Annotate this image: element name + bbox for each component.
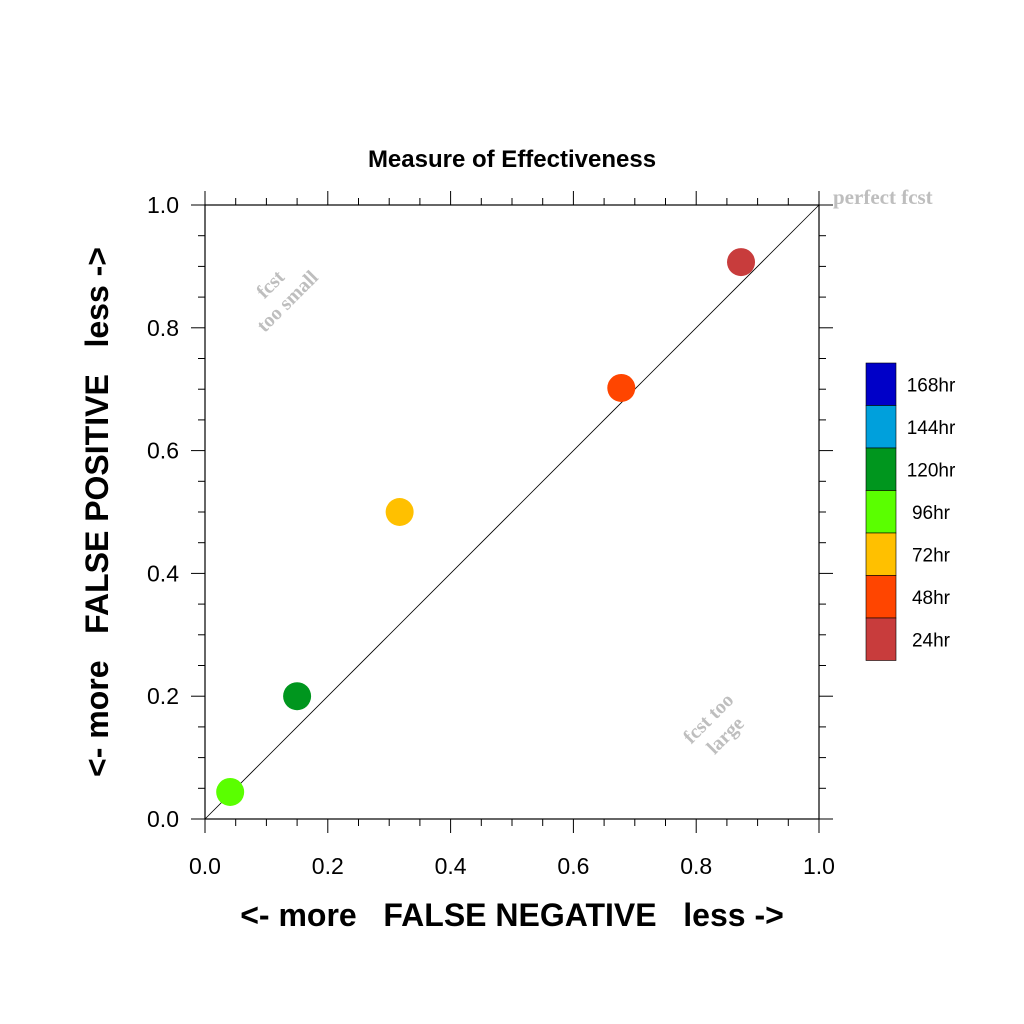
legend-label-144hr: 144hr [907,418,956,439]
perfect-forecast-annotation: perfect fcst [833,185,933,209]
x-tick-label: 1.0 [803,853,835,879]
point-72hr [385,498,414,526]
data-points [216,248,756,806]
legend-label-96hr: 96hr [912,503,951,524]
x-tick-label: 0.0 [189,853,221,879]
legend-swatch-72hr [865,532,897,576]
legend-swatch-24hr [865,617,897,661]
x-tick-label: 0.2 [312,853,344,879]
point-120hr [283,682,312,711]
point-96hr [216,777,245,806]
legend-swatch-168hr [865,362,897,406]
legend: 168hr 144hr 120hr 96hr 72hr 48hr 24hr [865,362,956,661]
x-tick-label: 0.8 [680,853,712,879]
y-tick-label: 1.0 [147,192,179,218]
legend-swatch-96hr [865,490,897,534]
y-tick-label: 0.4 [147,560,179,586]
y-tick-label: 0.2 [147,683,179,709]
too-small-annotation: fcst too small [252,266,323,337]
point-48hr [607,373,636,402]
y-tick-label: 0.0 [147,806,179,832]
y-tick-label: 0.8 [147,315,179,341]
chart-title: Measure of Effectiveness [368,146,656,173]
legend-swatch-48hr [865,575,897,619]
y-tick-labels: 0.0 0.2 0.4 0.6 0.8 1.0 [147,192,179,832]
x-tick-label: 0.4 [435,853,467,879]
x-tick-labels: 0.0 0.2 0.4 0.6 0.8 1.0 [189,853,835,879]
legend-label-168hr: 168hr [907,375,956,396]
too-large-annotation: fcst too large [679,689,749,759]
legend-swatch-144hr [865,405,897,449]
perfect-forecast-line [204,204,820,820]
y-tick-label: 0.6 [147,438,179,464]
legend-swatch-120hr [865,447,897,491]
legend-label-72hr: 72hr [912,545,951,566]
legend-label-48hr: 48hr [912,588,951,609]
legend-label-24hr: 24hr [912,630,951,651]
axis-ticks [191,191,833,833]
x-axis-label: <- more FALSE NEGATIVE less -> [240,897,784,933]
x-tick-label: 0.6 [557,853,589,879]
point-24hr [727,248,756,277]
legend-label-120hr: 120hr [907,460,956,481]
y-axis-label: <- more FALSE POSITIVE less -> [79,247,115,777]
